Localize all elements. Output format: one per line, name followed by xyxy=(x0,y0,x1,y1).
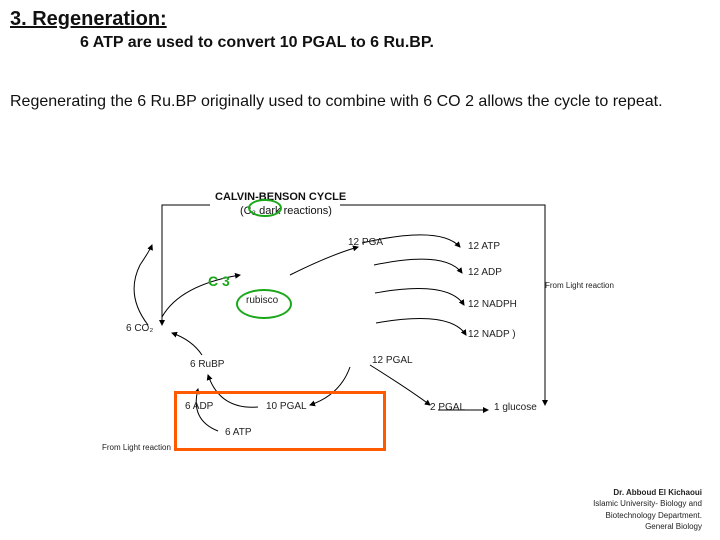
section-subheading: 6 ATP are used to convert 10 PGAL to 6 R… xyxy=(80,34,434,52)
highlight-orange-box xyxy=(174,391,386,451)
cycle-arrow xyxy=(290,247,358,275)
cycle-arrow xyxy=(374,259,462,273)
cycle-arrow xyxy=(134,245,152,325)
label-12-pga: 12 PGA xyxy=(348,237,383,248)
diagram-title: CALVIN-BENSON CYCLE xyxy=(215,191,346,203)
label-12-pgal: 12 PGAL xyxy=(372,355,413,366)
footer-affil-2: Biotechnology Department. xyxy=(593,510,702,521)
footer-course: General Biology xyxy=(593,521,702,532)
highlight-green-circle-1 xyxy=(248,199,282,217)
label-12-adp: 12 ADP xyxy=(468,267,502,278)
calvin-cycle-diagram: CALVIN-BENSON CYCLE (C₃ dark reactions) … xyxy=(90,195,630,465)
highlight-green-circle-0 xyxy=(236,289,292,319)
diagram-title-main: CALVIN-BENSON CYCLE xyxy=(215,191,346,203)
label-from-light-right: From Light reaction xyxy=(545,281,614,290)
label-from-light-left: From Light reaction xyxy=(102,443,171,452)
label-1-glucose: 1 glucose xyxy=(494,402,537,413)
label-6-co2: 6 CO₂ xyxy=(126,323,153,334)
c3-annotation: C 3 xyxy=(208,273,230,289)
slide-footer: Dr. Abboud El Kichaoui Islamic Universit… xyxy=(593,487,702,532)
footer-author: Dr. Abboud El Kichaoui xyxy=(593,487,702,498)
body-paragraph: Regenerating the 6 Ru.BP originally used… xyxy=(10,92,700,112)
label-12-atp: 12 ATP xyxy=(468,241,500,252)
cycle-arrow xyxy=(375,289,464,305)
footer-affil-1: Islamic University- Biology and xyxy=(593,498,702,509)
label-2-pgal: 2 PGAL xyxy=(430,402,465,413)
cycle-arrow xyxy=(376,319,466,335)
cycle-arrow xyxy=(172,333,202,355)
label-6-rubp: 6 RuBP xyxy=(190,359,224,370)
section-heading: 3. Regeneration: xyxy=(10,8,167,31)
label-12-nadph: 12 NADPH xyxy=(468,299,517,310)
label-12-nadp: 12 NADP ) xyxy=(468,329,516,340)
